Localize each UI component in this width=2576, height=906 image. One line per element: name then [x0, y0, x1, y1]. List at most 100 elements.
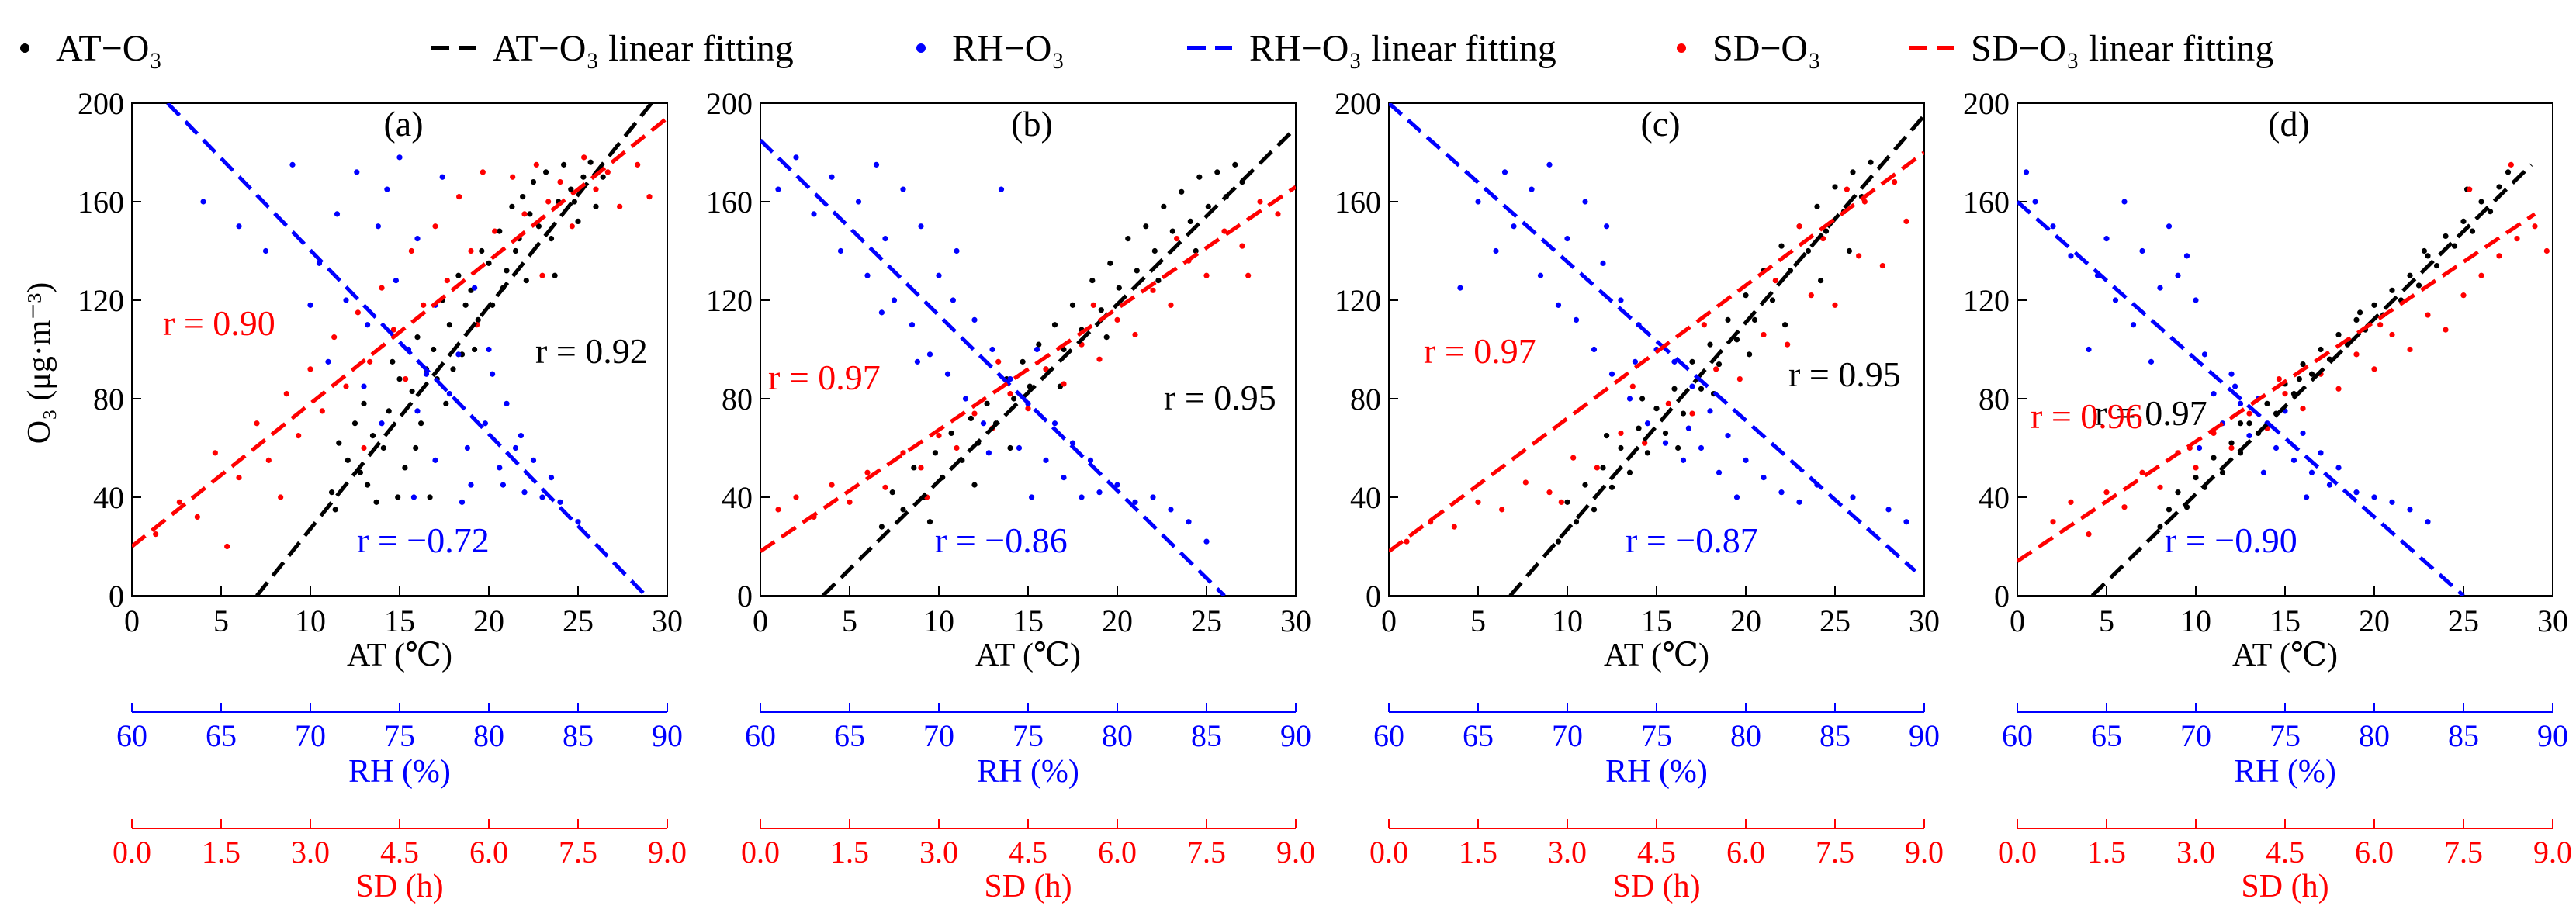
data-point-rh	[891, 297, 898, 303]
rh-tick-label: 75	[1013, 718, 1044, 753]
rh-tick-label: 70	[2180, 718, 2211, 753]
data-point-sd	[456, 194, 462, 200]
data-point-at	[1787, 268, 1794, 274]
data-point-sd	[331, 334, 338, 341]
data-point-sd	[557, 179, 563, 185]
data-point-at	[1155, 278, 1162, 284]
data-point-at	[1618, 444, 1624, 451]
data-point-at	[455, 272, 462, 278]
data-point-rh	[490, 371, 496, 377]
y-tick-label: 0	[1994, 579, 2010, 614]
data-point-sd	[408, 247, 414, 254]
data-point-sd	[421, 302, 427, 308]
data-point-sd	[212, 450, 218, 456]
x-tick-label: 30	[1909, 603, 1940, 638]
data-point-sd	[2193, 465, 2199, 471]
data-point-rh	[500, 482, 507, 488]
data-point-at	[1573, 519, 1580, 525]
data-point-rh	[1537, 272, 1544, 278]
data-point-rh	[864, 272, 871, 278]
data-point-at	[2371, 302, 2377, 308]
data-point-rh	[2139, 247, 2145, 254]
data-point-rh	[1725, 433, 1731, 439]
data-point-at	[1107, 260, 1113, 266]
data-point-sd	[194, 514, 200, 520]
data-point-at	[1675, 444, 1681, 451]
data-point-rh	[354, 169, 360, 175]
sd-tick-label: 7.5	[1816, 835, 1854, 870]
x-tick-label: 25	[2448, 603, 2479, 638]
data-point-sd	[403, 376, 409, 382]
x-tick-label: 10	[295, 603, 326, 638]
data-point-at	[2300, 361, 2306, 368]
data-point-sd	[1061, 381, 1067, 387]
data-point-sd	[971, 410, 978, 417]
rh-axis-title: RH (%)	[977, 754, 1079, 790]
data-point-at	[587, 159, 594, 165]
legend-marker	[1677, 43, 1686, 53]
data-point-at	[431, 346, 437, 353]
legend-label: AT−O₃ linear fitting	[493, 28, 794, 69]
data-point-sd	[918, 465, 924, 471]
data-point-rh	[1707, 408, 1713, 414]
data-point-rh	[2300, 430, 2306, 437]
data-point-rh	[530, 457, 537, 463]
panel-label: (b)	[1011, 104, 1053, 144]
sd-tick-label: 7.5	[1187, 835, 1226, 870]
data-point-rh	[2273, 444, 2280, 451]
data-point-rh	[518, 433, 525, 439]
data-point-at	[1011, 396, 1017, 402]
data-point-rh	[1604, 223, 1610, 230]
x-tick-label: 20	[473, 603, 504, 638]
fit-line-sd	[1389, 150, 1924, 553]
r-label-at: r = 0.97	[2095, 393, 2207, 433]
data-point-rh	[2246, 433, 2252, 439]
x-tick-label: 0	[124, 603, 140, 638]
data-point-at	[2175, 489, 2181, 496]
data-point-rh	[2166, 223, 2173, 230]
data-point-rh	[2232, 383, 2238, 389]
sd-tick-label: 0.0	[1369, 835, 1408, 870]
r-label-rh: r = −0.72	[357, 520, 490, 560]
x-tick-label: 0	[1381, 603, 1397, 638]
data-point-sd	[355, 309, 361, 316]
data-point-rh	[909, 322, 916, 328]
data-point-sd	[604, 169, 611, 175]
x-tick-label: 30	[2537, 603, 2568, 638]
data-point-sd	[581, 154, 587, 161]
data-point-at	[568, 186, 574, 192]
data-point-rh	[1850, 494, 1856, 500]
data-point-at	[2246, 420, 2252, 427]
data-point-at	[1116, 285, 1122, 291]
data-point-sd	[1629, 383, 1636, 389]
legend-item: SD−O₃ linear fitting	[1909, 28, 2273, 69]
data-point-rh	[396, 154, 403, 161]
data-point-rh	[998, 186, 1005, 192]
x-tick-label: 15	[384, 603, 415, 638]
legend: AT−O₃ AT−O₃ linear fitting RH−O₃ RH−O₃ line…	[20, 28, 2273, 69]
data-point-rh	[2175, 272, 2181, 278]
sd-tick-label: 0.0	[1998, 835, 2037, 870]
data-point-rh	[936, 272, 942, 278]
data-point-sd	[2425, 312, 2431, 318]
data-point-rh	[1087, 457, 1094, 463]
y-tick-label: 40	[722, 480, 753, 515]
data-point-rh	[878, 309, 885, 316]
data-point-sd	[468, 247, 474, 254]
data-point-at	[548, 236, 555, 242]
plot-area	[1389, 103, 1924, 596]
data-point-sd	[1808, 292, 1814, 299]
data-point-sd	[278, 494, 284, 500]
rh-tick-label: 80	[473, 718, 504, 753]
data-point-sd	[2139, 469, 2145, 475]
data-point-at	[414, 334, 421, 341]
data-point-sd	[545, 199, 552, 205]
data-point-rh	[1564, 236, 1570, 242]
data-point-at	[2505, 169, 2512, 175]
rh-tick-label: 65	[1463, 718, 1494, 753]
data-point-sd	[265, 457, 272, 463]
y-tick-label: 40	[1350, 480, 1381, 515]
data-point-at	[1769, 297, 1776, 303]
data-point-at	[443, 400, 449, 406]
data-point-at	[1751, 316, 1758, 323]
